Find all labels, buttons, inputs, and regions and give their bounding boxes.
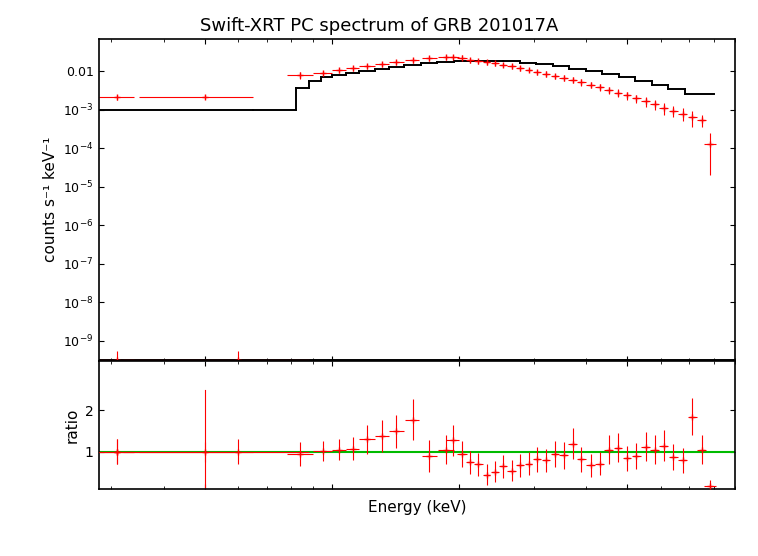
- Text: Swift-XRT PC spectrum of GRB 201017A: Swift-XRT PC spectrum of GRB 201017A: [200, 17, 558, 34]
- X-axis label: Energy (keV): Energy (keV): [368, 500, 466, 515]
- Y-axis label: counts s⁻¹ keV⁻¹: counts s⁻¹ keV⁻¹: [42, 137, 58, 262]
- Y-axis label: ratio: ratio: [64, 407, 80, 443]
